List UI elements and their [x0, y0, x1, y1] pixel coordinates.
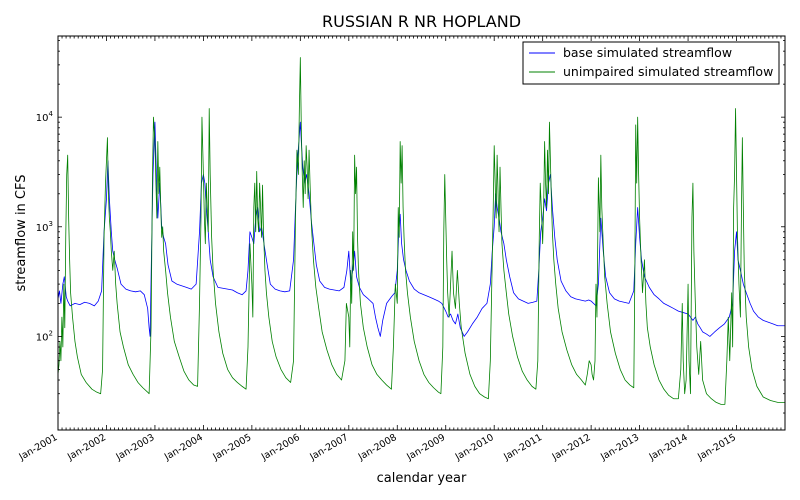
x-tick-label: Jan-2001 — [17, 432, 60, 463]
y-tick-label: 102 — [36, 329, 53, 343]
x-tick-label: Jan-2009 — [404, 432, 447, 463]
series-line-base — [57, 121, 785, 337]
x-tick-label: Jan-2014 — [647, 432, 690, 463]
x-tick-label: Jan-2004 — [162, 432, 205, 463]
legend-label-unimpaired: unimpaired simulated streamflow — [563, 64, 773, 79]
plot-area — [57, 57, 785, 405]
legend-label-base: base simulated streamflow — [563, 45, 732, 60]
axes-frame — [57, 35, 786, 431]
y-axis-ticks: 102 103 104 — [36, 40, 785, 414]
x-tick-label: Jan-2007 — [307, 432, 350, 463]
x-tick-label: Jan-2008 — [356, 432, 399, 463]
series-line-unimpaired — [57, 57, 785, 405]
x-tick-label: Jan-2011 — [501, 432, 544, 463]
x-tick-label: Jan-2012 — [550, 432, 593, 463]
x-tick-label: Jan-2013 — [598, 432, 641, 463]
y-tick-label: 103 — [36, 220, 53, 234]
chart-title: RUSSIAN R NR HOPLAND — [322, 12, 521, 31]
x-tick-label: Jan-2015 — [695, 432, 738, 463]
x-tick-label: Jan-2002 — [65, 432, 108, 463]
y-axis-label: streamflow in CFS — [14, 174, 29, 291]
legend-box — [522, 41, 780, 85]
x-tick-label: Jan-2010 — [453, 432, 496, 463]
x-axis-ticks: Jan-2001 Jan-2002 Jan-2003 Jan-2004 Jan-2005… — [17, 36, 782, 463]
y-tick-label: 104 — [36, 110, 54, 124]
legend: base simulated streamflow unimpaired sim… — [522, 41, 780, 85]
x-axis-label: calendar year — [377, 471, 467, 486]
x-tick-label: Jan-2005 — [210, 432, 253, 463]
x-tick-label: Jan-2006 — [259, 432, 302, 463]
x-tick-label: Jan-2003 — [113, 432, 156, 463]
